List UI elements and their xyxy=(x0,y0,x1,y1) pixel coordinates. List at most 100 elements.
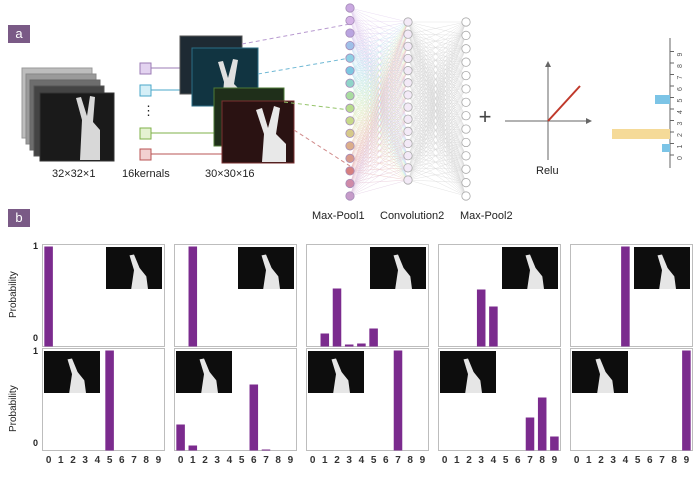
nn-node xyxy=(461,151,471,161)
nn-connection xyxy=(407,88,467,96)
nn-node xyxy=(345,53,355,63)
nn-connection xyxy=(349,21,409,134)
nn-node xyxy=(403,78,413,88)
nn-connection xyxy=(349,133,409,156)
nn-connection xyxy=(407,62,467,144)
nn-connection xyxy=(349,95,409,120)
nn-node xyxy=(403,53,413,64)
nn-node xyxy=(403,41,413,51)
nn-connection xyxy=(407,58,467,197)
x-tick-label: 5 xyxy=(107,455,113,466)
nn-connection xyxy=(349,21,409,159)
nn-connection xyxy=(407,88,467,108)
nn-connection xyxy=(407,35,467,71)
output-tick-label: 2 xyxy=(677,133,684,137)
nn-connection xyxy=(407,115,467,132)
output-tick-label: 6 xyxy=(677,87,684,91)
nn-connection xyxy=(407,142,467,181)
nn-connection xyxy=(349,120,409,144)
nn-connection xyxy=(349,179,409,197)
nn-connection xyxy=(349,70,409,83)
nn-connection xyxy=(349,32,409,59)
nn-connection xyxy=(407,102,467,132)
x-tick-label: 5 xyxy=(503,455,509,466)
nn-connection xyxy=(407,21,467,120)
x-tick-label: 6 xyxy=(251,455,257,466)
nn-connection xyxy=(349,21,409,71)
nn-connection xyxy=(407,21,467,35)
nn-node xyxy=(461,178,471,188)
nn-connection xyxy=(349,32,409,47)
nn-connection xyxy=(407,94,467,116)
nn-node xyxy=(403,102,413,112)
probability-bar-9 xyxy=(550,436,559,451)
nn-connection xyxy=(349,83,409,108)
nn-connection xyxy=(407,75,467,168)
nn-connection xyxy=(407,58,467,76)
probability-bar-7 xyxy=(393,350,403,451)
nn-connection xyxy=(407,35,467,96)
nn-connection xyxy=(407,102,467,181)
nn-connection xyxy=(407,48,467,168)
nn-node xyxy=(345,15,355,26)
nn-connection xyxy=(407,35,467,47)
gesture-inset-image xyxy=(44,351,100,393)
nn-connection xyxy=(349,119,409,197)
nn-connection xyxy=(407,88,467,168)
x-tick-label: 4 xyxy=(359,455,365,466)
nn-node xyxy=(345,153,355,163)
probability-bar-0 xyxy=(176,424,185,451)
nn-connection xyxy=(407,48,467,96)
nn-node xyxy=(461,17,471,27)
x-tick-label: 0 xyxy=(46,455,52,466)
nn-connection xyxy=(407,82,467,103)
x-tick-label: 8 xyxy=(671,455,677,466)
nn-connection xyxy=(407,75,467,181)
nn-connection xyxy=(349,57,409,96)
nn-connection xyxy=(407,48,467,144)
nn-connection xyxy=(407,102,467,120)
nn-connection xyxy=(407,21,467,59)
nn-connection xyxy=(407,62,467,181)
nn-connection xyxy=(407,142,467,169)
nn-connection xyxy=(349,58,409,197)
nn-connection xyxy=(349,7,409,23)
x-tick-label: 1 xyxy=(58,455,64,466)
nn-connection xyxy=(349,95,409,144)
nn-node xyxy=(461,70,471,81)
nn-node xyxy=(345,191,355,201)
nn-connection xyxy=(349,7,409,47)
maxpool2-label: Max-Pool2 xyxy=(460,210,513,222)
nn-node xyxy=(461,57,471,67)
x-tick-label: 1 xyxy=(454,455,460,466)
nn-connection xyxy=(407,102,467,144)
x-tick-label: 0 xyxy=(178,455,184,466)
nn-connection xyxy=(407,115,467,156)
nn-connection xyxy=(349,83,409,96)
nn-connection xyxy=(407,35,467,168)
nn-connection xyxy=(407,82,467,90)
nn-connection xyxy=(349,32,409,35)
nn-connection xyxy=(407,102,467,168)
nn-connection xyxy=(349,108,409,120)
nn-connection xyxy=(407,119,467,130)
nn-connection xyxy=(349,143,409,197)
input-size-label: 32×32×1 xyxy=(52,168,96,180)
gesture-inset-image xyxy=(308,351,364,393)
nn-node xyxy=(461,124,471,134)
nn-connection xyxy=(407,21,467,144)
nn-connection xyxy=(407,48,467,59)
nn-connection xyxy=(407,70,467,130)
x-tick-label: 9 xyxy=(156,455,162,466)
nn-connection xyxy=(407,75,467,108)
panel-a-label: a xyxy=(8,25,30,43)
nn-connection xyxy=(407,128,467,144)
nn-connection xyxy=(407,61,467,83)
probability-bar-7 xyxy=(525,417,535,451)
ytick-bottom-0: 0 xyxy=(32,438,38,448)
kernels-label: 16kernals xyxy=(122,168,170,180)
x-tick-label: 8 xyxy=(407,455,413,466)
nn-connection xyxy=(349,94,409,197)
